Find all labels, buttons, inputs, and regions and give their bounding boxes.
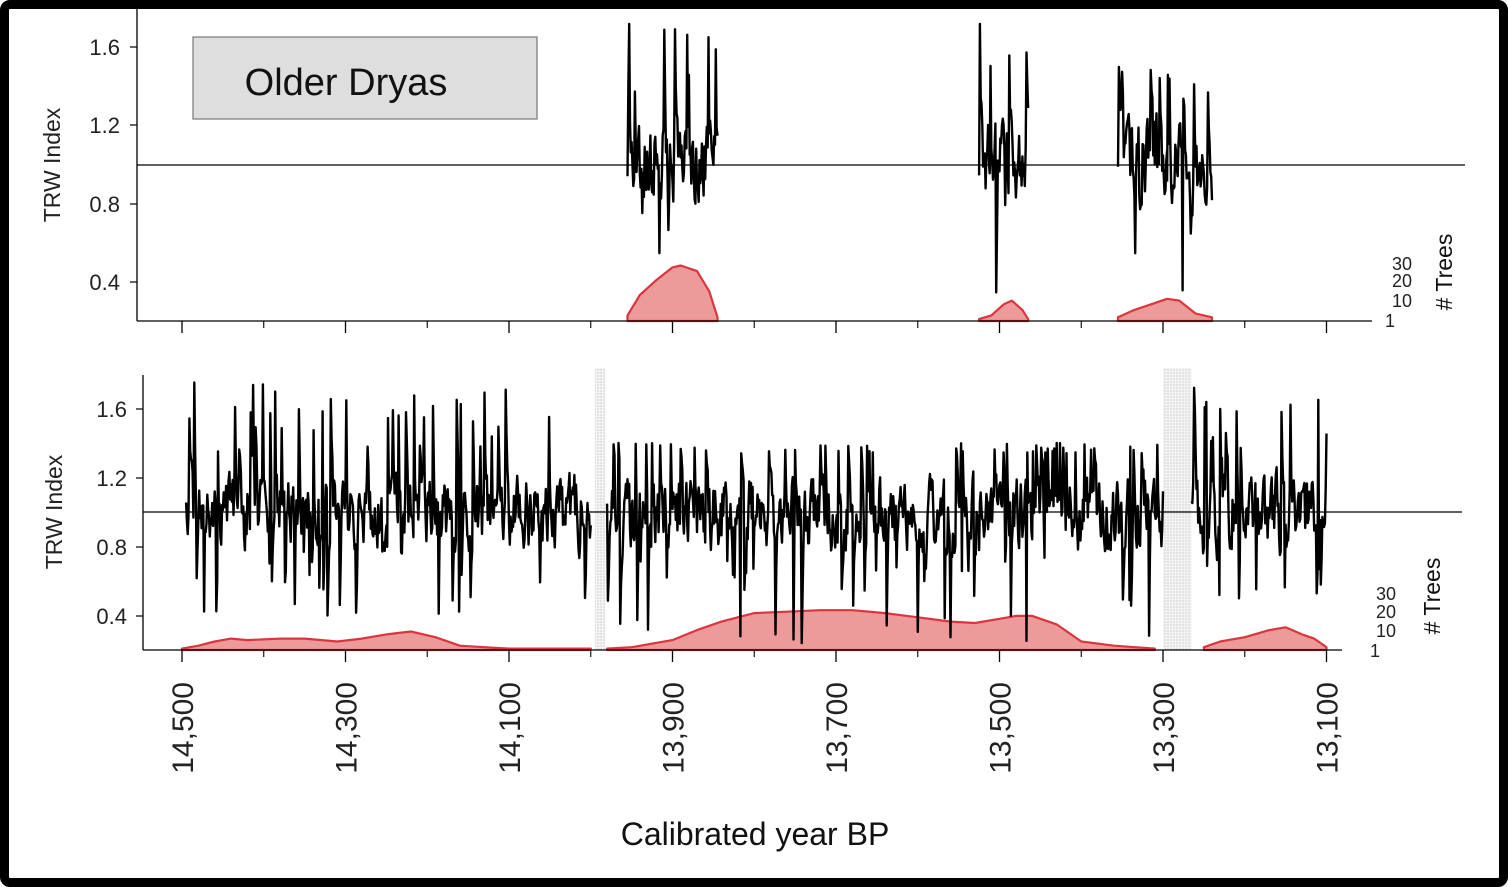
bottom-ytick-label: 1.6 (96, 397, 127, 422)
sample-depth-area (1116, 297, 1214, 323)
bottom-xtick-label: 13,900 (658, 682, 691, 774)
bottom-xtick-label: 13,500 (985, 682, 1018, 774)
trw-series-line (977, 22, 1030, 294)
top-ytick-label: 0.8 (89, 192, 120, 217)
bottom-xtick-label: 14,300 (331, 682, 364, 774)
trw-series-line (184, 381, 592, 617)
bottom-ytick-label: 1.2 (96, 466, 127, 491)
bottom-ytick-label: 0.8 (96, 535, 127, 560)
trw-series-line (626, 22, 719, 255)
bottom-ytick-label: 0.4 (96, 604, 127, 629)
top-trees-tick-label: 10 (1392, 291, 1412, 311)
top-ytick-label: 1.2 (89, 113, 120, 138)
bottom-trees-tick-label: 1 (1370, 641, 1380, 661)
sample-depth-area (1202, 626, 1328, 652)
bottom-xtick-label: 14,500 (167, 682, 200, 774)
top-ytick-label: 0.4 (89, 270, 120, 295)
bottom-y-axis-label: TRW Index (41, 454, 67, 569)
top-panel: 1.6 1.2 0.8 0.4 TRW Index 30 20 10 1 # T… (39, 9, 1465, 333)
bottom-trees-tick-label: 30 (1376, 584, 1396, 604)
data-gap (1163, 368, 1192, 650)
sample-depth-area (978, 299, 1030, 323)
top-ytick-label: 1.6 (89, 35, 120, 60)
trw-series-line (1116, 65, 1169, 255)
top-y-axis-label: TRW Index (39, 107, 65, 222)
bottom-y-ticks: 1.6 1.2 0.8 0.4 (96, 397, 143, 629)
sample-depth-area (606, 609, 1156, 652)
trw-series-line (605, 441, 1165, 645)
data-gap (594, 368, 606, 650)
sample-depth-area (626, 264, 719, 323)
bottom-xtick-label: 13,300 (1148, 682, 1181, 774)
bottom-secondary-axis: 30 20 10 1 # Trees (1370, 558, 1445, 661)
trw-series-line (1190, 386, 1328, 600)
top-trees-tick-label: 1 (1385, 311, 1395, 331)
bottom-panel: 14,500 14,300 14,100 13,900 13,700 13,500 13,3… (41, 368, 1462, 852)
x-axis-title: Calibrated year BP (621, 816, 890, 852)
bottom-trees-tick-label: 20 (1376, 602, 1396, 622)
bottom-trees-tick-label: 10 (1376, 621, 1396, 641)
older-dryas-label: Older Dryas (245, 62, 448, 104)
top-y-ticks: 1.6 1.2 0.8 0.4 (89, 35, 137, 295)
bottom-xtick-label: 14,100 (494, 682, 527, 774)
older-dryas-annotation: Older Dryas (192, 36, 538, 120)
trw-series-line (1165, 73, 1214, 292)
bottom-xtick-label: 13,700 (821, 682, 854, 774)
sample-depth-area (180, 630, 592, 652)
top-trees-tick-label: 20 (1392, 271, 1412, 291)
chart: 1.6 1.2 0.8 0.4 TRW Index 30 20 10 1 # T… (39, 9, 1465, 852)
top-trees-tick-label: 30 (1392, 254, 1412, 274)
top-trees-axis-label: # Trees (1431, 234, 1457, 311)
older-dryas-box (192, 36, 538, 120)
bottom-trees-axis-label: # Trees (1419, 558, 1445, 635)
bottom-xtick-label: 13,100 (1312, 682, 1345, 774)
top-secondary-axis: 30 20 10 1 # Trees (1385, 234, 1457, 331)
